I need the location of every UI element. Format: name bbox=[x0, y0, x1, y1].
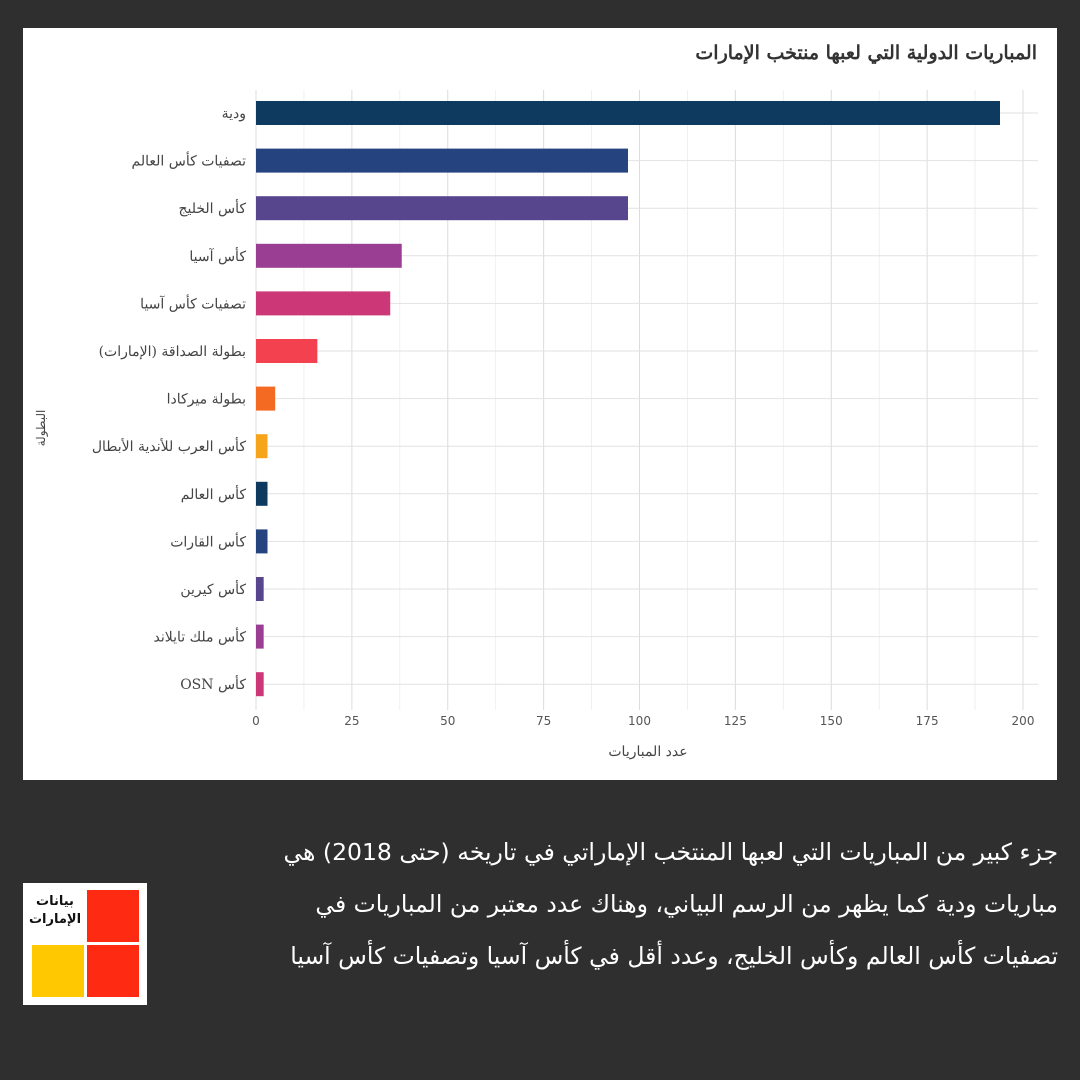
bar bbox=[256, 386, 276, 411]
chart-title: المباريات الدولية التي لعبها منتخب الإما… bbox=[695, 42, 1037, 64]
logo-text: بيانات الإمارات bbox=[28, 894, 82, 927]
logo-square-red-top bbox=[87, 890, 139, 942]
bar bbox=[256, 529, 268, 554]
x-tick-label: 50 bbox=[440, 714, 455, 728]
category-label: كأس الخليج bbox=[178, 198, 246, 217]
logo-square-yellow bbox=[32, 945, 84, 997]
brand-logo: بيانات الإمارات bbox=[23, 883, 147, 1005]
bar bbox=[256, 101, 1000, 125]
category-label: كأس ملك تايلاند bbox=[153, 627, 246, 646]
category-label: كأس آسيا bbox=[189, 246, 246, 265]
category-label: كأس كيرين bbox=[180, 579, 246, 598]
x-tick-label: 75 bbox=[536, 714, 551, 728]
chart-card: المباريات الدولية التي لعبها منتخب الإما… bbox=[23, 28, 1057, 780]
bar bbox=[256, 291, 391, 316]
y-axis-title: البطولة bbox=[34, 409, 48, 447]
category-label: كأس العالم bbox=[181, 484, 247, 503]
bar bbox=[256, 434, 268, 459]
category-label: كأس العرب للأندية الأبطال bbox=[92, 436, 246, 455]
category-label: بطولة الصداقة (الإمارات) bbox=[99, 344, 246, 360]
x-tick-label: 175 bbox=[916, 714, 939, 728]
bar bbox=[256, 339, 318, 363]
bar bbox=[256, 148, 628, 173]
bar bbox=[256, 624, 264, 649]
category-label: كأس القارات bbox=[170, 531, 246, 550]
x-tick-label: 200 bbox=[1012, 714, 1035, 728]
category-label: ودية bbox=[222, 106, 246, 122]
bar-chart: ودية تصفيات كأس العالم كأس الخليج كأس آسيا ت… bbox=[92, 90, 1038, 728]
category-label: تصفيات كأس العالم bbox=[132, 151, 247, 170]
x-tick-label: 125 bbox=[724, 714, 747, 728]
logo-square-red-bottom bbox=[87, 945, 139, 997]
x-tick-label: 0 bbox=[252, 714, 260, 728]
category-label: كأس OSN bbox=[180, 674, 246, 693]
x-tick-label: 150 bbox=[820, 714, 843, 728]
x-tick-label: 25 bbox=[344, 714, 359, 728]
category-label: بطولة ميركادا bbox=[167, 392, 246, 408]
bar bbox=[256, 577, 264, 601]
bar bbox=[256, 672, 264, 697]
x-axis-title: عدد المباريات bbox=[608, 744, 688, 760]
x-tick-label: 100 bbox=[628, 714, 651, 728]
bar bbox=[256, 196, 628, 221]
bar bbox=[256, 243, 402, 268]
category-label: تصفيات كأس آسيا bbox=[140, 293, 246, 312]
bar bbox=[256, 481, 268, 506]
caption-text: جزء كبير من المباريات التي لعبها المنتخب… bbox=[283, 838, 1058, 970]
